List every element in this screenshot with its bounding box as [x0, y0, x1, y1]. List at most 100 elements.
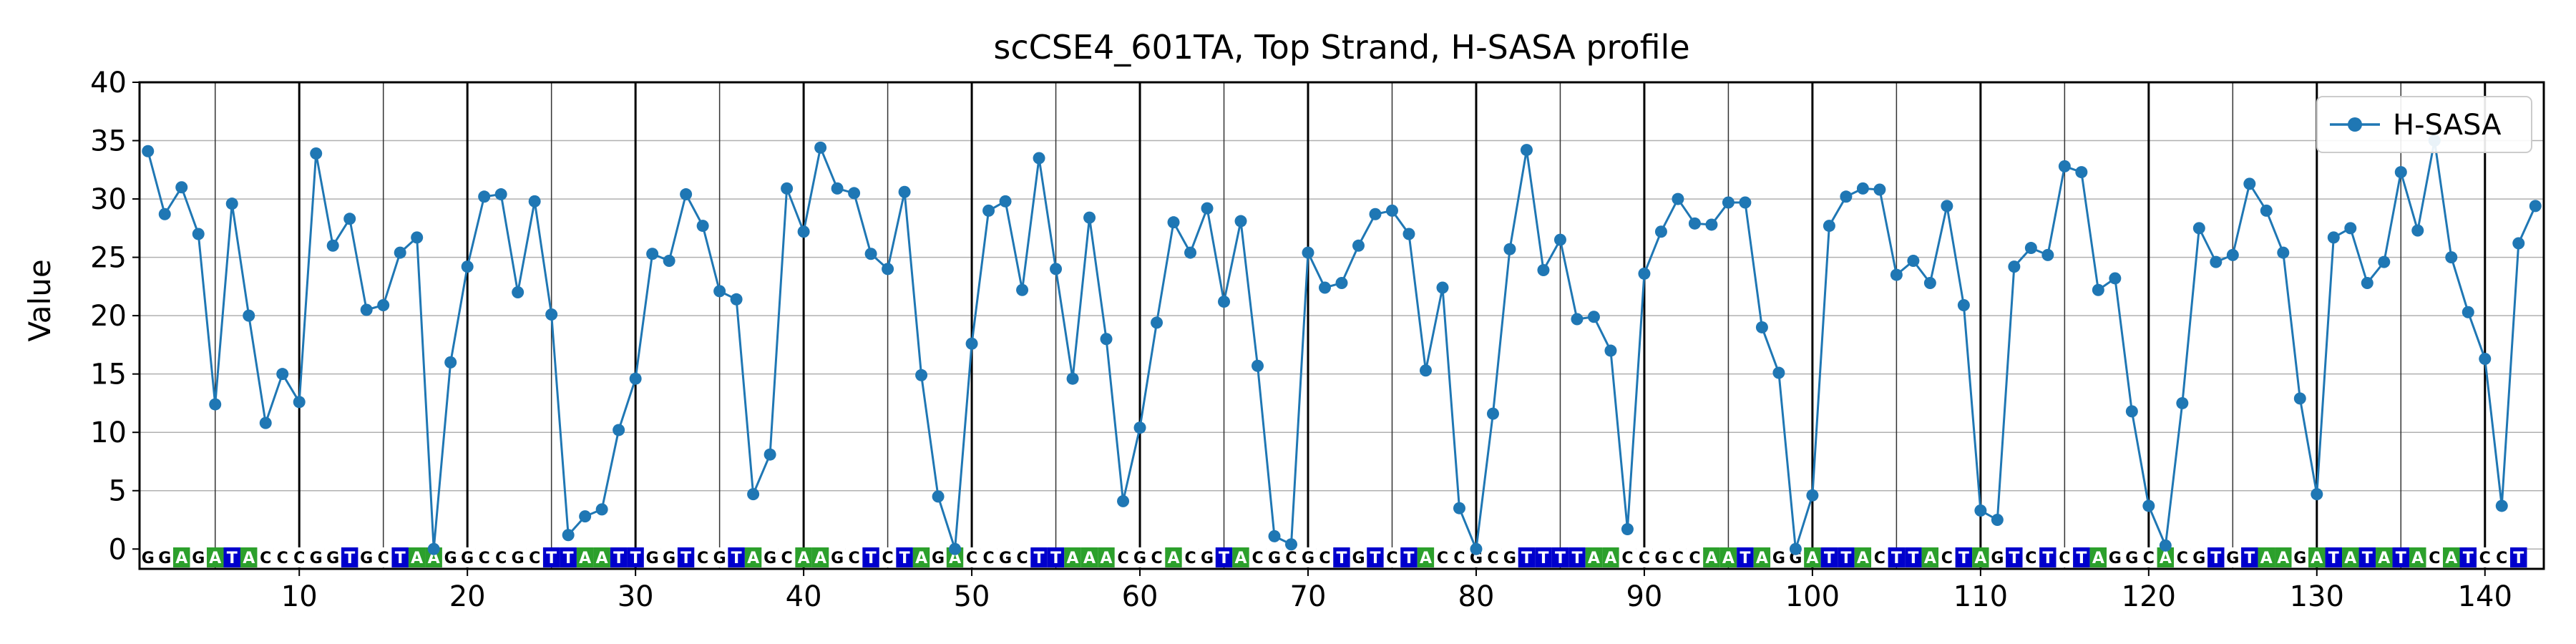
data-point [646, 248, 659, 260]
base-cell [2510, 547, 2527, 567]
data-point [2344, 222, 2357, 235]
data-point [1705, 218, 1718, 231]
base-cell [2006, 547, 2023, 567]
x-tick-label: 40 [786, 580, 822, 613]
base-letter: C [1639, 550, 1650, 567]
series-h-sasa [142, 135, 2542, 555]
base-cell [291, 547, 308, 567]
base-letter: A [2092, 550, 2104, 567]
base-letter: A [747, 550, 759, 567]
base-cell [1753, 547, 1771, 567]
base-letter: T [563, 550, 574, 567]
data-point [343, 213, 356, 225]
base-cell [744, 547, 762, 567]
base-cell [2258, 547, 2275, 567]
base-cell [492, 547, 509, 567]
base-cell [1434, 547, 1451, 567]
data-point [494, 188, 507, 201]
base-cell [1602, 547, 1619, 567]
base-letter: C [1689, 550, 1700, 567]
base-letter: G [1352, 550, 1365, 567]
data-point [579, 510, 592, 523]
base-cell [1737, 547, 1754, 567]
base-cell [2477, 547, 2494, 567]
data-point [158, 208, 171, 220]
base-letter: T [1219, 550, 1229, 567]
base-letter: T [2328, 550, 2339, 567]
base-letter: G [932, 550, 945, 567]
base-letter: A [915, 550, 927, 567]
data-point [2243, 177, 2256, 190]
data-point [2008, 260, 2021, 273]
base-letter: G [2293, 550, 2306, 567]
base-letter: C [1319, 550, 1330, 567]
base-cell [140, 547, 157, 567]
base-letter: A [175, 550, 187, 567]
base-cell [1770, 547, 1787, 567]
data-point [1268, 530, 1281, 542]
base-letter: C [1621, 550, 1633, 567]
base-letter: A [1705, 550, 1717, 567]
base-cell [257, 547, 274, 567]
base-cell [2224, 547, 2242, 567]
base-letter: T [613, 550, 624, 567]
base-cell [2426, 547, 2444, 567]
base-letter: C [293, 550, 305, 567]
base-letter: T [2362, 550, 2373, 567]
base-letter: C [1672, 550, 1684, 567]
data-point [932, 490, 945, 503]
base-letter: C [2479, 550, 2491, 567]
base-cell [660, 547, 678, 567]
x-tick-label: 130 [2290, 580, 2344, 613]
base-letter: A [814, 550, 826, 567]
base-letter: A [2277, 550, 2289, 567]
base-cell [526, 547, 543, 567]
base-letter: G [310, 550, 323, 567]
base-cell [1450, 547, 1468, 567]
data-point [1722, 196, 1735, 209]
base-cell [1047, 547, 1065, 567]
data-point [1974, 504, 1987, 517]
base-letter: A [1756, 550, 1768, 567]
base-cell [240, 547, 258, 567]
data-point [797, 225, 810, 238]
y-axis-ticks: 0 5 10 15 20 25 30 35 40 [90, 67, 140, 566]
base-letter: G [326, 550, 339, 567]
data-point [444, 356, 457, 369]
base-cell [2157, 547, 2175, 567]
data-point [2512, 237, 2525, 250]
base-cell [1820, 547, 1838, 567]
data-point [999, 195, 1012, 208]
data-point [1856, 182, 1869, 195]
base-cell [2493, 547, 2511, 567]
data-point [2495, 499, 2508, 512]
base-cell [2342, 547, 2359, 567]
base-letter: G [1503, 550, 1516, 567]
base-letter: G [713, 550, 726, 567]
base-letter: C [1453, 550, 1465, 567]
base-cell [627, 547, 644, 567]
base-cell [475, 547, 493, 567]
base-letter: A [1083, 550, 1096, 567]
data-point [1066, 372, 1079, 385]
base-letter: A [2445, 550, 2457, 567]
base-letter: T [2210, 550, 2221, 567]
base-cell [459, 547, 476, 567]
data-point [1991, 514, 2004, 527]
base-letter: G [1268, 550, 1281, 567]
data-point [831, 182, 844, 195]
base-letter: G [2109, 550, 2122, 567]
data-point [1553, 233, 1566, 246]
y-tick-label: 15 [90, 358, 127, 391]
base-letter: G [142, 550, 155, 567]
base-cell [1619, 547, 1636, 567]
base-cell [2275, 547, 2292, 567]
base-cell [560, 547, 577, 567]
data-point [696, 220, 709, 233]
data-point [1520, 144, 1533, 157]
base-cell [2207, 547, 2225, 567]
base-letter: T [1571, 550, 1582, 567]
data-point [276, 368, 289, 381]
base-cell [795, 547, 812, 567]
